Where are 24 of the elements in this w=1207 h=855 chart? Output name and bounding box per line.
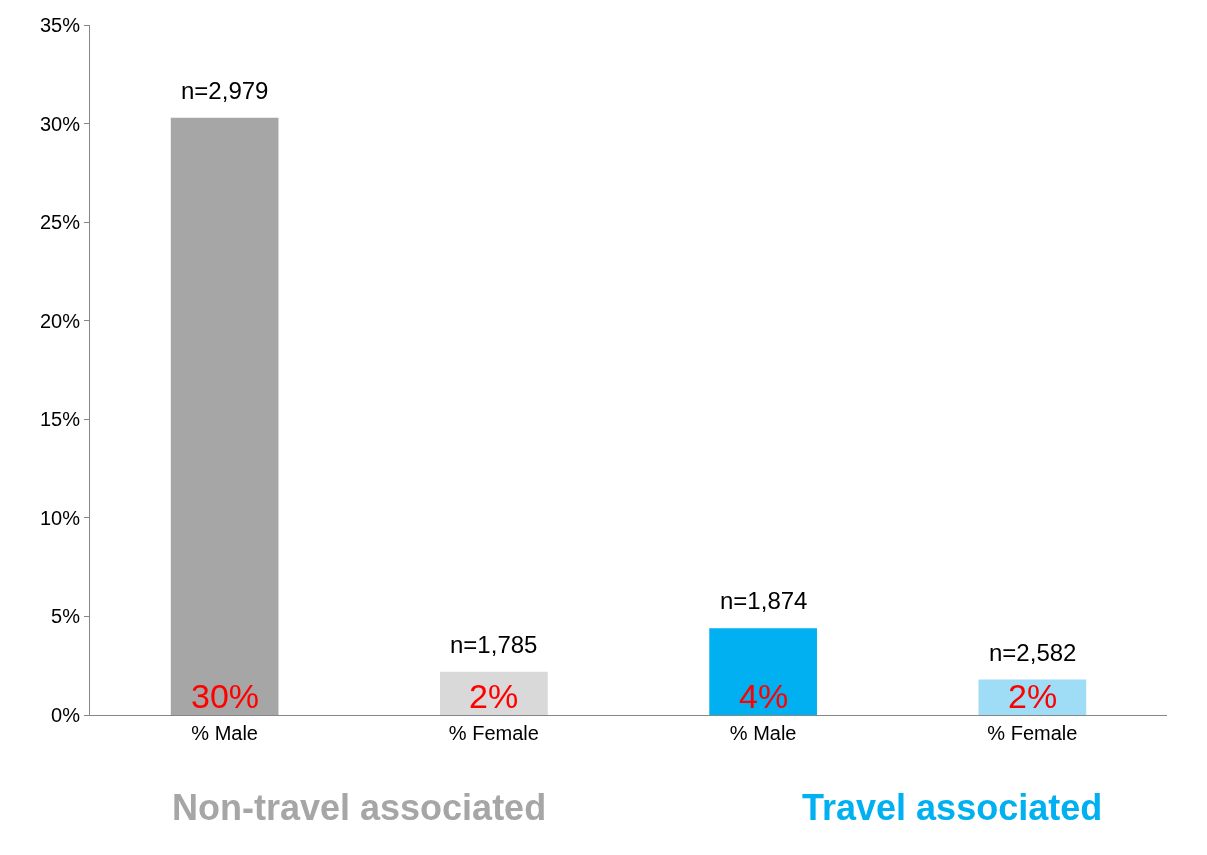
y-tick-label: 20% bbox=[39, 309, 81, 332]
annotation: n=2,979 bbox=[181, 77, 269, 104]
y-tick-label: 10% bbox=[39, 506, 81, 529]
bar bbox=[709, 628, 817, 715]
x-tick-label: % Male bbox=[191, 722, 258, 744]
x-tick-label: % Female bbox=[448, 722, 539, 744]
data-label: 2% bbox=[1008, 677, 1058, 715]
y-tick-label: 30% bbox=[39, 112, 81, 135]
y-tick-label: 5% bbox=[51, 605, 81, 628]
data-label: 30% bbox=[191, 677, 260, 715]
y-tick-label: 0% bbox=[51, 704, 81, 726]
bar bbox=[170, 117, 279, 715]
annotation: n=2,582 bbox=[989, 639, 1077, 666]
x-tick-label: % Male bbox=[729, 722, 797, 744]
text: Non-travel associated bbox=[172, 787, 547, 828]
text: Travel associated bbox=[802, 787, 1103, 828]
x-tick-label: % Female bbox=[987, 722, 1078, 744]
annotation: n=1,785 bbox=[450, 631, 538, 658]
y-tick-label: 25% bbox=[39, 211, 81, 234]
data-label: 4% bbox=[739, 677, 789, 715]
y-tick-label: 35% bbox=[39, 14, 81, 36]
data-label: 2% bbox=[469, 677, 519, 715]
y-tick-label: 15% bbox=[39, 408, 81, 431]
annotation: n=1,874 bbox=[720, 587, 808, 614]
